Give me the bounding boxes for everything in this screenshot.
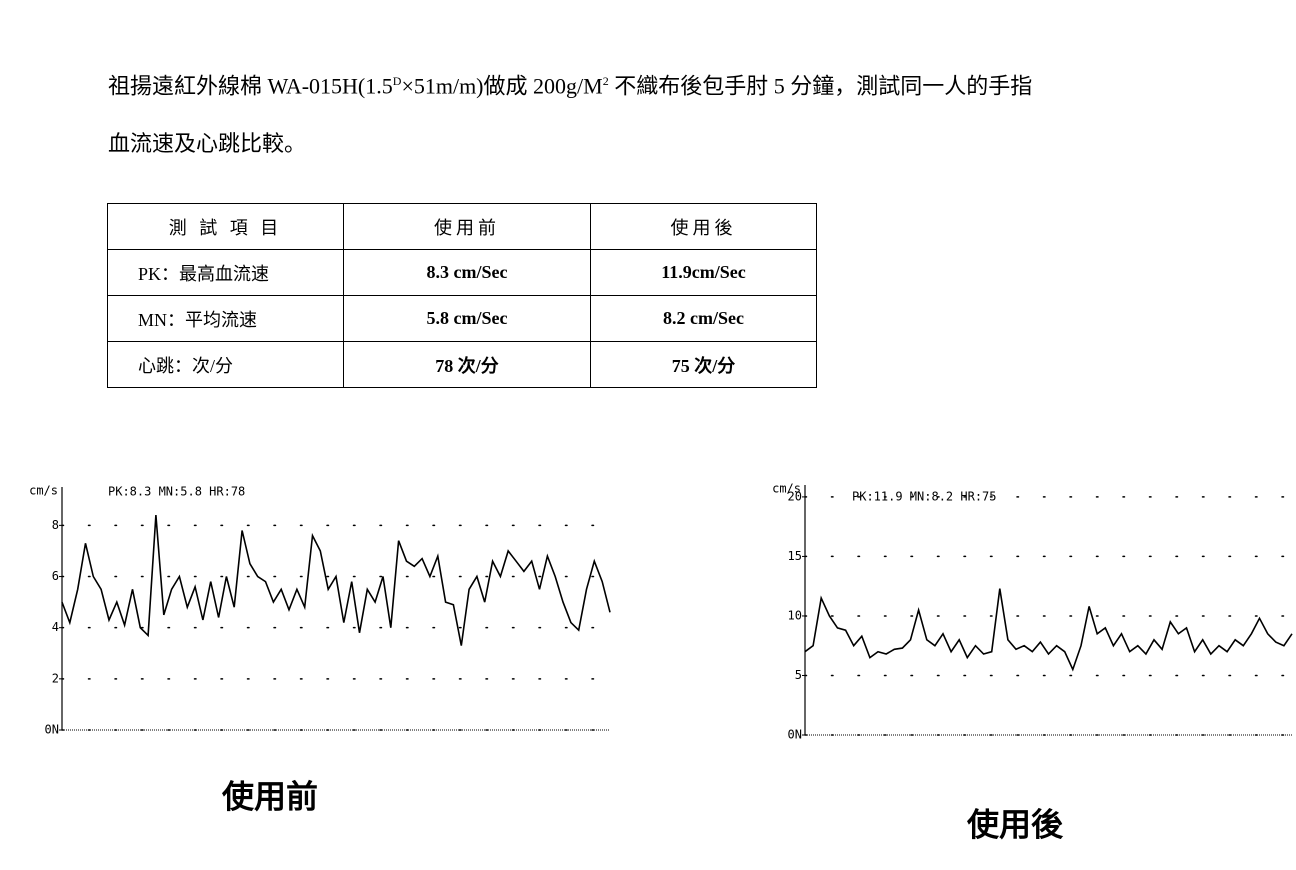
table-row: 心跳：次/分 78 次/分 75 次/分: [107, 341, 817, 388]
text: 血流速及心跳比較。: [108, 131, 307, 157]
annotation: PK:11.9 MN:8.2 HR:75: [852, 490, 997, 504]
y-axis-label: cm/s: [772, 482, 801, 496]
y-tick-label: 0N: [788, 728, 802, 742]
y-tick-label: 20: [788, 489, 802, 503]
y-tick-label: 4: [52, 620, 59, 634]
caption: 使用後: [966, 806, 1064, 842]
table-cell: 5.8 cm/Sec: [343, 295, 591, 342]
header-cell: 使用後: [590, 203, 817, 250]
y-tick-label: 15: [788, 549, 802, 563]
caption: 使用前: [221, 778, 318, 814]
table-row: MN：平均流速 5.8 cm/Sec 8.2 cm/Sec: [107, 295, 817, 342]
table-cell: 75 次/分: [590, 341, 817, 388]
y-tick-label: 5: [795, 668, 802, 682]
superscript: 2: [602, 74, 609, 88]
paragraph-line: 血流速及心跳比較。: [108, 115, 1032, 173]
header-cell: 使用前: [343, 203, 591, 250]
table-cell: 心跳：次/分: [107, 341, 344, 388]
table-cell: 78 次/分: [343, 341, 591, 388]
waveform: [61, 515, 611, 646]
text: ×51m/m)做成 200g/M: [401, 73, 603, 99]
header-row: 測 試 項 目使用前 使用後: [107, 203, 817, 250]
table-cell: 8.3 cm/Sec: [343, 249, 591, 296]
table-cell: 11.9cm/Sec: [590, 249, 817, 296]
table-cell: 8.2 cm/Sec: [590, 295, 817, 342]
waveform: [804, 588, 1293, 672]
table-cell: PK：最高血流速: [107, 249, 344, 296]
text: 祖揚遠紅外線棉 WA-015H(1.5: [108, 73, 393, 99]
y-tick-label: 2: [52, 671, 59, 685]
annotation: PK:8.3 MN:5.8 HR:78: [108, 485, 245, 499]
paragraph: 祖揚遠紅外線棉 WA-015H(1.5D×51m/m)做成 200g/M2 不織…: [108, 52, 1032, 173]
paragraph-line: 祖揚遠紅外線棉 WA-015H(1.5D×51m/m)做成 200g/M2 不織…: [108, 52, 1032, 115]
y-tick-label: 10: [788, 608, 802, 622]
superscript: D: [392, 74, 402, 88]
result-table: 測 試 項 目使用前 使用後 PK：最高血流速 8.3 cm/Sec 11.9cm/Se…: [107, 203, 817, 388]
y-axis-label: cm/s: [29, 484, 58, 498]
table-row: PK：最高血流速 8.3 cm/Sec 11.9cm/Sec: [107, 249, 817, 296]
y-tick-label: 0N: [45, 723, 59, 737]
y-tick-label: 8: [52, 518, 59, 532]
text: 不織布後包手肘 5 分鐘，測試同一人的手指: [608, 73, 1033, 99]
y-tick-label: 6: [52, 569, 59, 583]
